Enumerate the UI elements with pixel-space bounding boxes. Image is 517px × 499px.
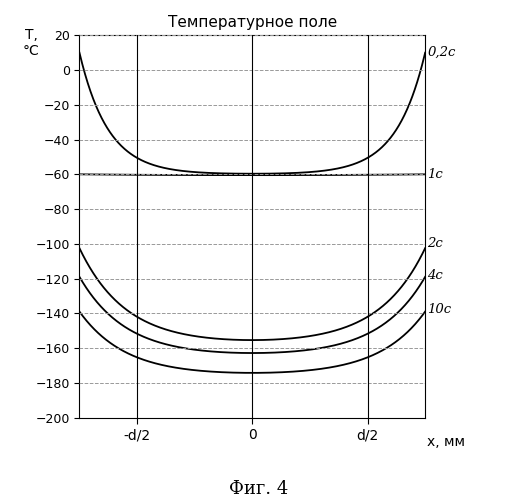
Y-axis label: T,
°C: T, °C (23, 27, 39, 58)
Text: Фиг. 4: Фиг. 4 (229, 480, 288, 498)
Text: 0,2с: 0,2с (428, 46, 456, 59)
Text: x, мм: x, мм (428, 435, 465, 449)
Text: 2с: 2с (428, 238, 443, 250)
Text: 10с: 10с (428, 303, 451, 316)
Text: 1с: 1с (428, 168, 443, 181)
Title: Температурное поле: Температурное поле (168, 15, 337, 30)
Text: 4с: 4с (428, 268, 443, 281)
